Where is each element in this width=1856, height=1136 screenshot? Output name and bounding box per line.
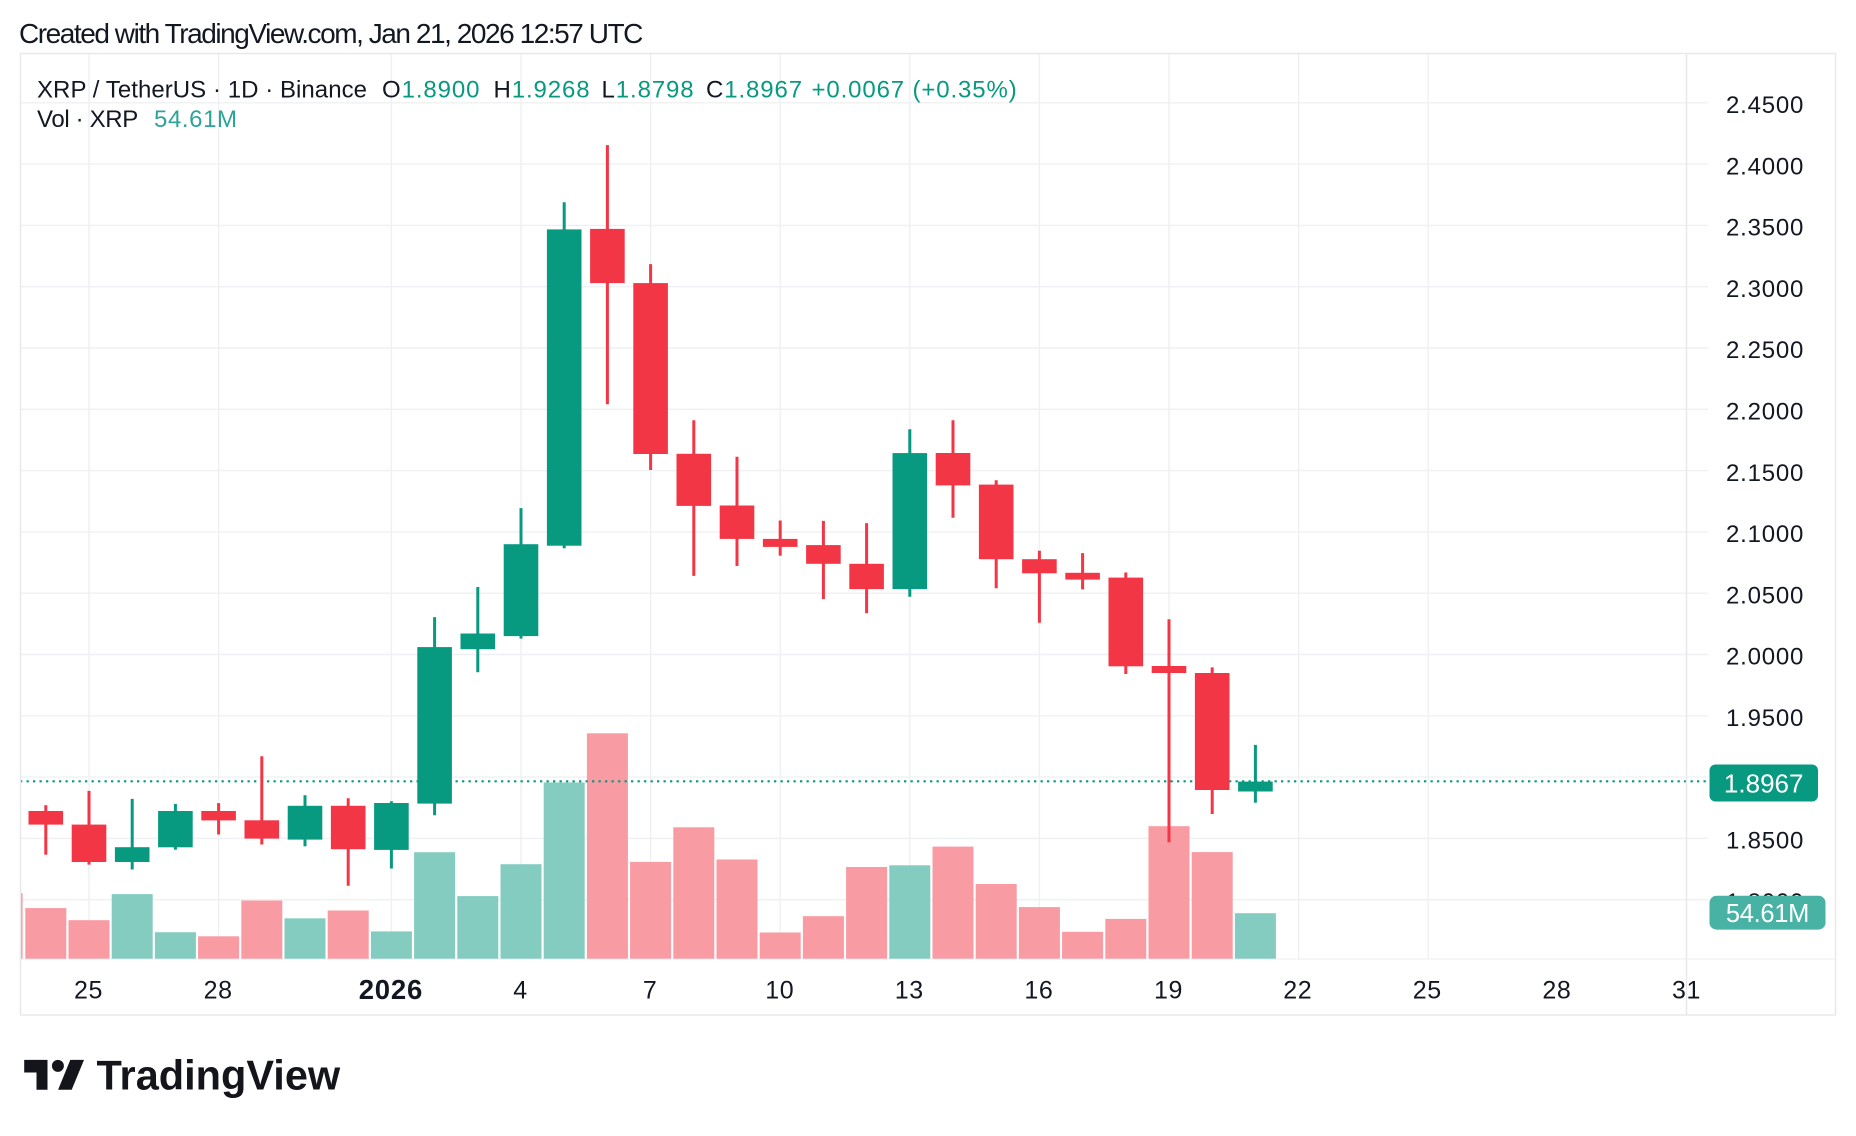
svg-text:7: 7 [643, 977, 658, 1005]
svg-text:2.3000: 2.3000 [1726, 276, 1804, 303]
svg-text:28: 28 [1542, 977, 1571, 1005]
svg-text:19: 19 [1154, 977, 1183, 1005]
svg-text:O1.8900: O1.8900 [382, 76, 480, 103]
svg-text:2.2500: 2.2500 [1726, 337, 1804, 364]
svg-text:2.0000: 2.0000 [1726, 644, 1804, 671]
svg-text:L1.8798: L1.8798 [602, 76, 695, 103]
svg-text:Created with TradingView.com,: Created with TradingView.com, Jan 21, 20… [19, 18, 643, 49]
svg-text:1.8967: 1.8967 [1724, 768, 1804, 798]
svg-text:2.1000: 2.1000 [1726, 521, 1804, 548]
svg-text:2.3500: 2.3500 [1726, 215, 1804, 242]
svg-text:H1.9268: H1.9268 [494, 76, 591, 103]
svg-text:25: 25 [74, 977, 103, 1005]
svg-text:2.1500: 2.1500 [1726, 460, 1804, 487]
svg-text:25: 25 [1413, 977, 1442, 1005]
svg-text:54.61M: 54.61M [1726, 900, 1809, 928]
svg-text:22: 22 [1283, 977, 1312, 1005]
svg-text:TradingView: TradingView [97, 1052, 341, 1099]
svg-text:2.2000: 2.2000 [1726, 399, 1804, 426]
svg-text:1.9500: 1.9500 [1726, 705, 1804, 732]
svg-text:+0.0067 (+0.35%): +0.0067 (+0.35%) [812, 76, 1018, 103]
svg-text:28: 28 [204, 977, 233, 1005]
svg-text:16: 16 [1024, 977, 1053, 1005]
svg-text:XRP / TetherUS · 1D · Binance: XRP / TetherUS · 1D · Binance [37, 76, 367, 103]
svg-text:54.61M: 54.61M [154, 106, 238, 133]
svg-text:Vol · XRP: Vol · XRP [37, 106, 138, 133]
svg-text:2.4000: 2.4000 [1726, 153, 1804, 180]
svg-text:2.4500: 2.4500 [1726, 92, 1804, 119]
svg-text:1.8500: 1.8500 [1726, 828, 1804, 855]
svg-text:2.0500: 2.0500 [1726, 582, 1804, 609]
svg-text:4: 4 [513, 977, 528, 1005]
svg-text:10: 10 [765, 977, 794, 1005]
svg-text:13: 13 [895, 977, 924, 1005]
svg-text:C1.8967: C1.8967 [706, 76, 803, 103]
svg-text:31: 31 [1672, 977, 1701, 1005]
svg-text:2026: 2026 [359, 974, 423, 1005]
